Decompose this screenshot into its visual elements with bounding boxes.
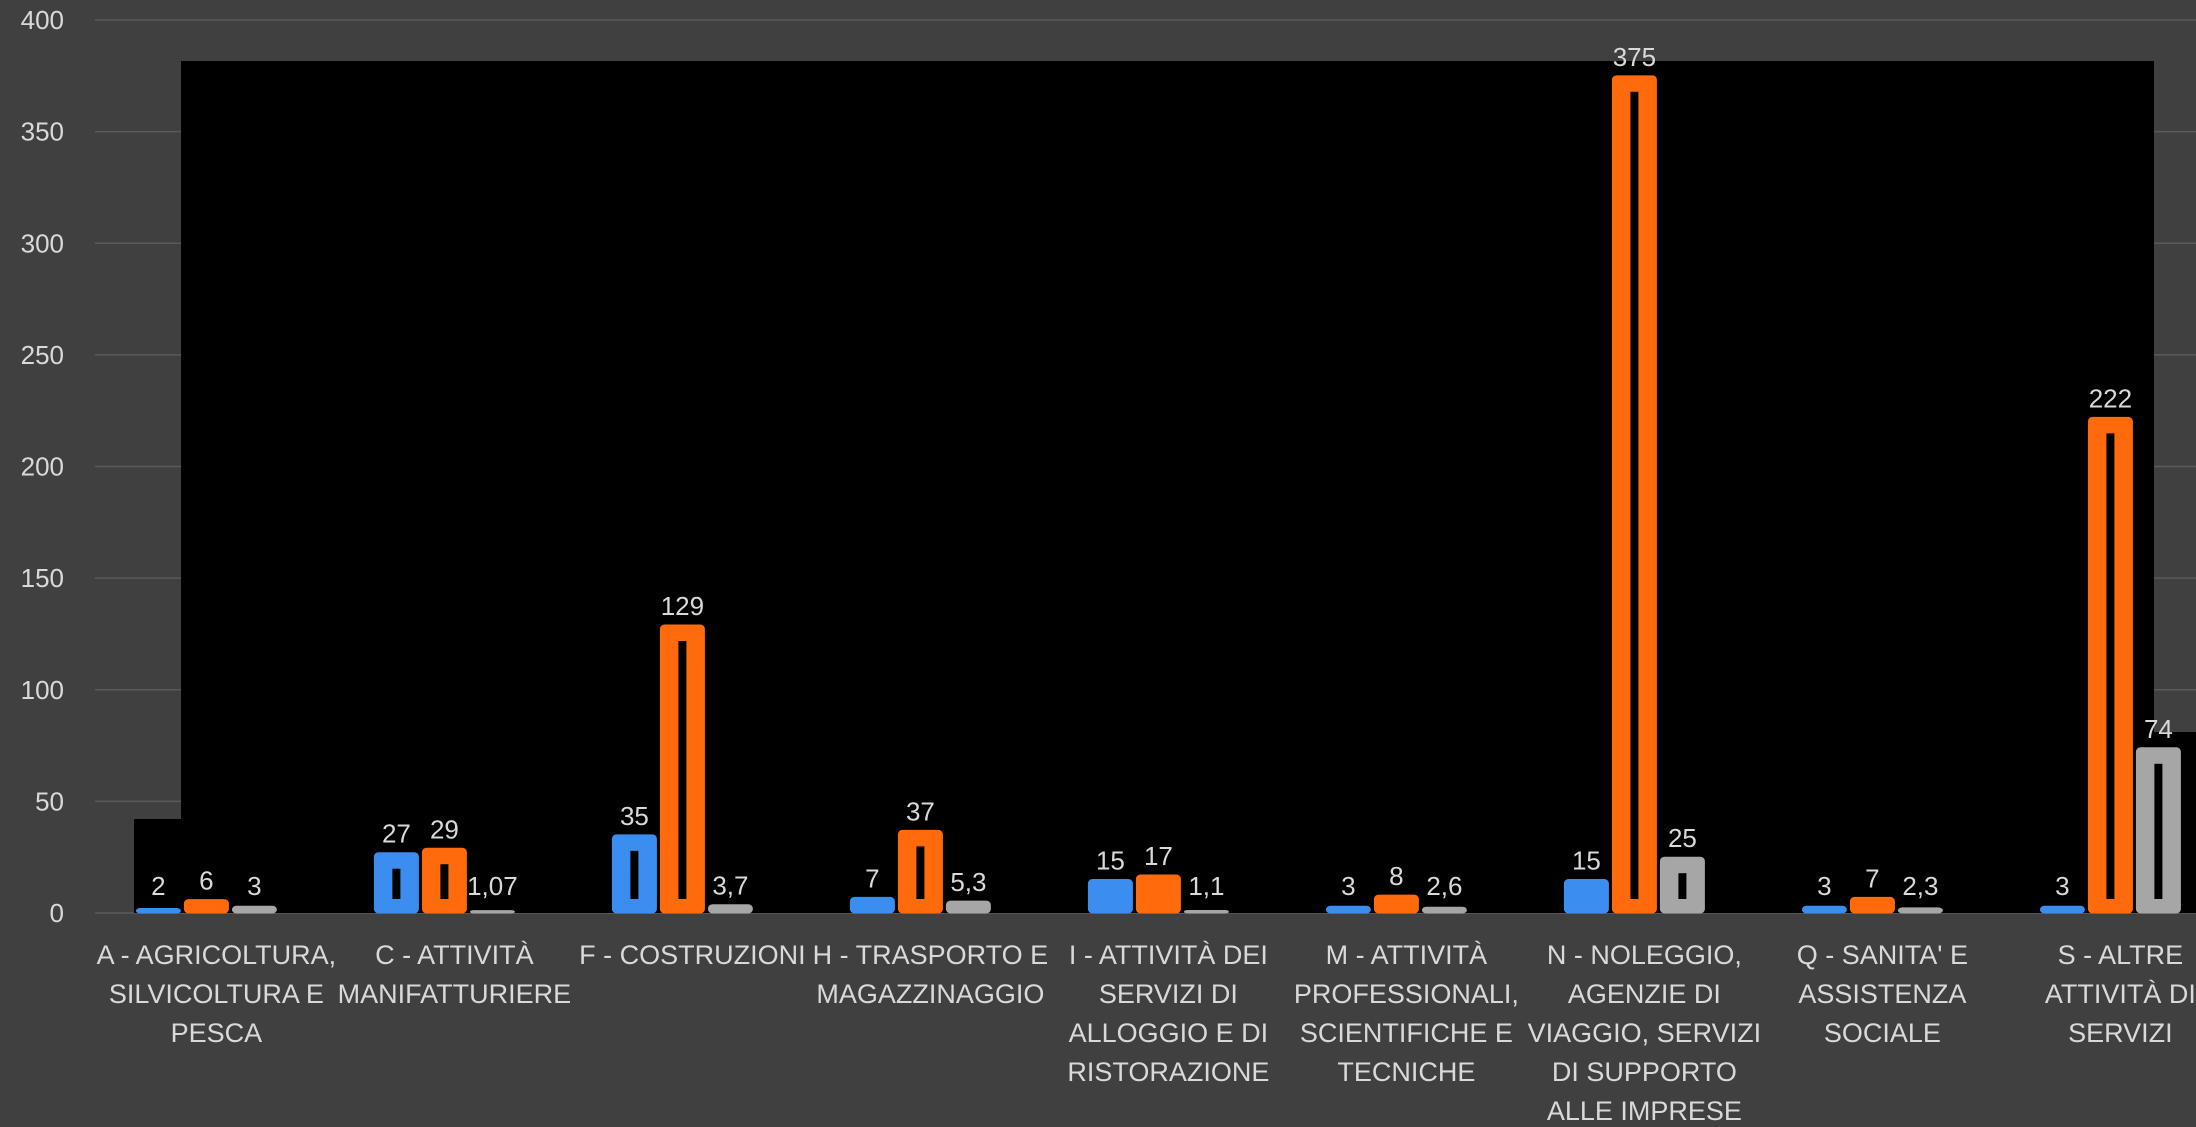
- bar: [849, 896, 895, 914]
- data-label: 2,6: [1426, 871, 1462, 901]
- category-label: ALLOGGIO E DI: [1069, 1018, 1269, 1048]
- category-label: N - NOLEGGIO,: [1547, 940, 1742, 970]
- category-label: S - ALTRE: [2058, 940, 2184, 970]
- y-tick-label: 100: [21, 675, 64, 705]
- data-label: 17: [1144, 841, 1173, 871]
- y-axis-tick-labels: 0 50 100 150 200 250 300 350 400: [21, 5, 64, 928]
- y-tick-label: 300: [21, 228, 64, 258]
- data-label: 3: [1341, 871, 1355, 901]
- category-label: ATTIVITÀ DI: [2045, 979, 2196, 1009]
- y-tick-label: 0: [50, 898, 64, 928]
- category-label: ALLE IMPRESE: [1547, 1096, 1742, 1122]
- category-label: TECNICHE: [1337, 1057, 1475, 1087]
- bar: [231, 905, 277, 914]
- overlay-panel-main: [181, 61, 2154, 733]
- x-axis-category-labels: A - AGRICOLTURA, SILVICOLTURA E PESCA C - A…: [97, 940, 2196, 1126]
- bar: [1849, 896, 1895, 914]
- category-label: ASSISTENZA: [1798, 979, 1966, 1009]
- y-tick-label: 350: [21, 117, 64, 147]
- bar: [1135, 874, 1181, 914]
- bar-inner-mark: [2154, 763, 2163, 899]
- bar: [707, 904, 753, 914]
- category-label: SCIENTIFICHE E: [1300, 1018, 1513, 1048]
- data-label: 7: [1865, 863, 1879, 893]
- category-label: I - ATTIVITÀ DEI: [1069, 940, 1268, 970]
- bar-inner-mark: [392, 868, 401, 899]
- data-label: 25: [1668, 823, 1697, 853]
- bar: [1421, 906, 1467, 914]
- category-label: AGENZIE DI: [1568, 979, 1721, 1009]
- bar: [2039, 905, 2085, 914]
- category-label: MAGAZZINAGGIO: [816, 979, 1044, 1009]
- y-tick-label: 250: [21, 340, 64, 370]
- bar: [945, 900, 991, 914]
- category-label: MANIFATTURIERE: [338, 979, 572, 1009]
- overlay-panel-left: [134, 819, 182, 913]
- category-label: VIAGGIO, SERVIZI: [1528, 1018, 1762, 1048]
- category-label: M - ATTIVITÀ: [1326, 940, 1488, 970]
- data-label: 1,1: [1188, 871, 1224, 901]
- data-label: 375: [1613, 42, 1656, 72]
- bar: [183, 899, 229, 914]
- bar-inner-mark: [1630, 91, 1639, 899]
- data-label: 37: [906, 796, 935, 826]
- data-label: 222: [2089, 383, 2132, 413]
- data-label: 3,7: [712, 871, 748, 901]
- category-label: H - TRASPORTO E: [813, 940, 1049, 970]
- category-label: F - COSTRUZIONI: [579, 940, 805, 970]
- data-label: 29: [430, 814, 459, 844]
- bar: [1897, 907, 1943, 914]
- data-label: 8: [1389, 861, 1403, 891]
- data-label: 129: [661, 591, 704, 621]
- data-label: 7: [865, 863, 879, 893]
- category-label: Q - SANITA' E: [1797, 940, 1968, 970]
- bar-inner-mark: [678, 641, 687, 899]
- data-label: 6: [199, 866, 213, 896]
- data-label: 3: [1817, 871, 1831, 901]
- y-tick-label: 400: [21, 5, 64, 35]
- bar-inner-mark: [630, 850, 639, 899]
- category-label: PESCA: [171, 1018, 263, 1048]
- data-label: 35: [620, 801, 649, 831]
- category-label: PROFESSIONALI,: [1294, 979, 1519, 1009]
- bar: [135, 908, 181, 914]
- bar-inner-mark: [916, 846, 925, 899]
- category-label: SOCIALE: [1824, 1018, 1941, 1048]
- category-label: DI SUPPORTO: [1552, 1057, 1737, 1087]
- category-label: A - AGRICOLTURA,: [97, 940, 337, 970]
- category-label: C - ATTIVITÀ: [375, 940, 534, 970]
- bar: [469, 910, 515, 914]
- bar-inner-mark: [440, 864, 449, 899]
- data-label: 3: [2055, 871, 2069, 901]
- y-tick-label: 150: [21, 563, 64, 593]
- bar: [1563, 879, 1609, 914]
- data-label: 27: [382, 819, 411, 849]
- bar: [1801, 905, 1847, 914]
- y-tick-label: 50: [35, 786, 64, 816]
- data-label: 74: [2144, 714, 2173, 744]
- category-label: SERVIZI: [2068, 1018, 2173, 1048]
- data-label: 2: [151, 871, 165, 901]
- bars: [135, 75, 2181, 914]
- bar: [1183, 910, 1229, 914]
- category-label: SERVIZI DI: [1099, 979, 1238, 1009]
- bar-inner-mark: [1678, 873, 1687, 899]
- bar-inner-mark: [2106, 433, 2115, 899]
- bar: [1373, 894, 1419, 914]
- data-label: 3: [247, 871, 261, 901]
- data-label: 5,3: [950, 867, 986, 897]
- bar: [1325, 905, 1371, 914]
- data-label: 15: [1572, 846, 1601, 876]
- data-label: 15: [1096, 846, 1125, 876]
- category-label: SILVICOLTURA E: [109, 979, 324, 1009]
- data-label: 1,07: [467, 871, 518, 901]
- bar: [1087, 879, 1133, 914]
- overlay-panel-lower: [181, 732, 2196, 913]
- y-tick-label: 200: [21, 452, 64, 482]
- data-label: 2,3: [1902, 871, 1938, 901]
- category-label: RISTORAZIONE: [1067, 1057, 1269, 1087]
